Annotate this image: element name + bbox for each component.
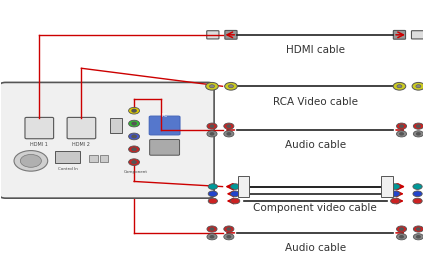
Circle shape: [206, 82, 218, 90]
Circle shape: [224, 131, 234, 137]
FancyBboxPatch shape: [207, 31, 219, 39]
Circle shape: [229, 85, 234, 88]
FancyBboxPatch shape: [393, 30, 405, 39]
Circle shape: [128, 159, 139, 166]
Circle shape: [400, 125, 403, 127]
Circle shape: [207, 226, 217, 232]
FancyBboxPatch shape: [100, 155, 109, 162]
Circle shape: [227, 236, 231, 238]
Circle shape: [396, 226, 407, 232]
Text: PC: PC: [161, 113, 167, 118]
Text: Component video cable: Component video cable: [253, 203, 377, 213]
Text: HDMI 2: HDMI 2: [73, 142, 90, 147]
FancyBboxPatch shape: [55, 151, 80, 163]
Circle shape: [132, 148, 136, 151]
Circle shape: [225, 82, 237, 90]
Circle shape: [208, 191, 218, 197]
Circle shape: [417, 133, 420, 135]
FancyBboxPatch shape: [25, 118, 53, 139]
Circle shape: [391, 191, 400, 197]
Circle shape: [210, 125, 214, 127]
Circle shape: [207, 131, 217, 137]
Circle shape: [231, 198, 240, 204]
FancyBboxPatch shape: [225, 30, 237, 39]
Circle shape: [393, 82, 406, 90]
FancyBboxPatch shape: [0, 82, 214, 198]
Circle shape: [397, 85, 402, 88]
FancyBboxPatch shape: [381, 176, 393, 197]
Text: Control In: Control In: [58, 167, 78, 171]
Circle shape: [207, 234, 217, 240]
FancyBboxPatch shape: [110, 118, 122, 133]
Circle shape: [413, 198, 422, 204]
Circle shape: [210, 228, 214, 230]
FancyBboxPatch shape: [89, 155, 98, 162]
Text: HDMI cable: HDMI cable: [286, 45, 345, 55]
Circle shape: [207, 123, 217, 129]
Circle shape: [400, 228, 403, 230]
Circle shape: [128, 133, 139, 140]
FancyBboxPatch shape: [411, 31, 424, 39]
Circle shape: [210, 236, 214, 238]
Circle shape: [20, 154, 42, 167]
Circle shape: [417, 228, 420, 230]
Text: Component: Component: [124, 170, 148, 174]
Circle shape: [227, 133, 231, 135]
Circle shape: [208, 198, 218, 204]
FancyBboxPatch shape: [238, 176, 249, 197]
Circle shape: [413, 234, 424, 240]
Text: Audio cable: Audio cable: [285, 243, 346, 253]
Circle shape: [231, 191, 240, 197]
Circle shape: [210, 133, 214, 135]
Circle shape: [400, 236, 403, 238]
Circle shape: [227, 125, 231, 127]
Circle shape: [224, 234, 234, 240]
Circle shape: [224, 226, 234, 232]
Text: Audio cable: Audio cable: [285, 140, 346, 150]
Circle shape: [132, 109, 136, 112]
Circle shape: [400, 133, 403, 135]
Circle shape: [224, 123, 234, 129]
FancyBboxPatch shape: [149, 116, 180, 135]
FancyBboxPatch shape: [67, 118, 96, 139]
Circle shape: [128, 107, 139, 114]
Circle shape: [413, 226, 424, 232]
Circle shape: [391, 198, 400, 204]
Circle shape: [413, 191, 422, 197]
Circle shape: [132, 135, 136, 138]
Circle shape: [128, 120, 139, 127]
Circle shape: [231, 184, 240, 190]
Text: HDMI 1: HDMI 1: [31, 142, 48, 147]
Circle shape: [396, 131, 407, 137]
Circle shape: [14, 151, 48, 171]
Circle shape: [417, 125, 420, 127]
Circle shape: [391, 184, 400, 190]
Circle shape: [413, 184, 422, 190]
Circle shape: [417, 236, 420, 238]
Circle shape: [132, 122, 136, 125]
Circle shape: [208, 184, 218, 190]
Circle shape: [412, 82, 424, 90]
FancyBboxPatch shape: [150, 140, 180, 155]
Circle shape: [396, 234, 407, 240]
Circle shape: [396, 123, 407, 129]
Circle shape: [413, 131, 424, 137]
Circle shape: [416, 85, 421, 88]
Circle shape: [413, 123, 424, 129]
Circle shape: [209, 85, 215, 88]
Circle shape: [128, 146, 139, 153]
Circle shape: [227, 228, 231, 230]
Circle shape: [132, 161, 136, 164]
Text: RCA Video cable: RCA Video cable: [273, 96, 358, 107]
